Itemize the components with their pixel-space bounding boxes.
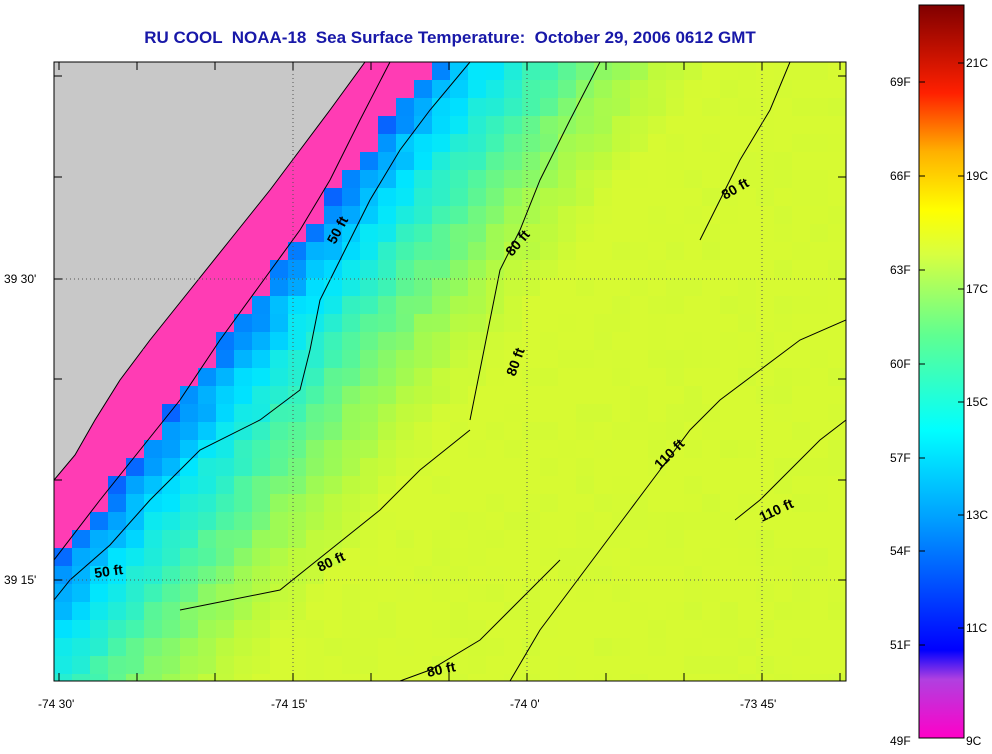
colorbar-c-label: 21C xyxy=(966,56,989,70)
contour-80ft-south xyxy=(179,429,471,611)
contour-50ft xyxy=(54,62,471,601)
colorbar-f-label: 57F xyxy=(890,451,911,465)
lon-label: -74 0' xyxy=(510,697,540,711)
contour-80ft-north xyxy=(469,62,601,421)
contour-110ft xyxy=(509,319,846,681)
contour-80ft-ne xyxy=(699,62,791,241)
lon-label: -73 45' xyxy=(740,697,777,711)
lon-label: -74 30' xyxy=(38,697,75,711)
lat-label: 39 15' xyxy=(4,573,37,587)
contour-80ft-bottom xyxy=(399,559,561,681)
depth-contours xyxy=(54,62,846,681)
colorbar-f-label: 69F xyxy=(890,75,911,89)
colorbar-c-label: 13C xyxy=(966,508,989,522)
colorbar-c-label: 17C xyxy=(966,282,989,296)
contour-label: 80 ft xyxy=(425,658,457,680)
colorbar-f-label: 66F xyxy=(890,169,911,183)
colorbar xyxy=(918,4,965,739)
lat-label: 39 30' xyxy=(4,272,37,286)
contour-110ft-east xyxy=(734,419,846,521)
colorbar-c-label: 15C xyxy=(966,395,989,409)
grid xyxy=(54,62,846,681)
land-and-coast xyxy=(54,62,391,561)
colorbar-c-label: 19C xyxy=(966,169,989,183)
coastline xyxy=(54,62,366,481)
contour-label: 50 ft xyxy=(93,561,124,581)
frame-ticks xyxy=(54,62,846,681)
barrier-island xyxy=(54,62,391,561)
colorbar-f-label: 54F xyxy=(890,544,911,558)
colorbar-f-label: 49F xyxy=(890,734,911,748)
colorbar-f-label: 51F xyxy=(890,638,911,652)
colorbar-f-label: 60F xyxy=(890,357,911,371)
colorbar-c-label: 11C xyxy=(966,621,988,635)
colorbar-f-label: 63F xyxy=(890,263,911,277)
map-frame xyxy=(53,61,847,682)
lon-label: -74 15' xyxy=(271,697,308,711)
map-title: RU COOL NOAA-18 Sea Surface Temperature:… xyxy=(144,28,756,47)
colorbar-ticks xyxy=(919,62,964,646)
colorbar-c-label: 9C xyxy=(966,734,982,748)
